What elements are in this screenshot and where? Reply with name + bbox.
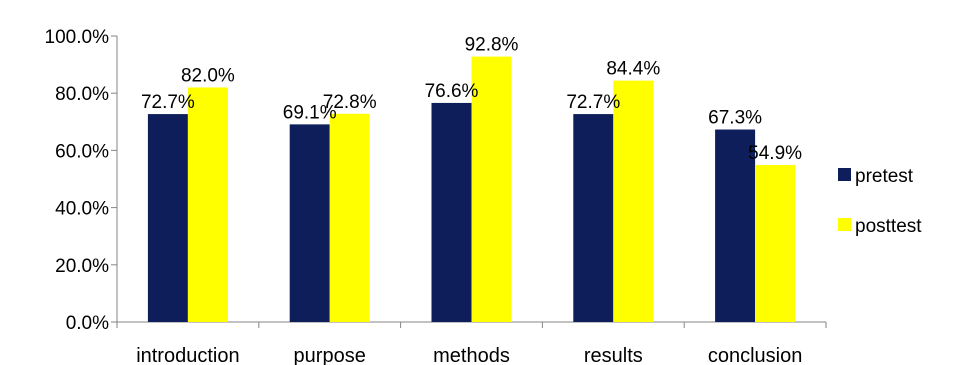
y-tick-label: 80.0%: [55, 84, 109, 105]
data-label-pretest-introduction: 72.7%: [141, 92, 195, 113]
category-label: results: [584, 345, 643, 365]
y-axis: 0.0% 20.0% 40.0% 60.0% 80.0% 100.0%: [45, 27, 118, 334]
category-label: conclusion: [708, 345, 803, 365]
bar-posttest-results: [613, 80, 654, 322]
data-label-pretest-methods: 76.6%: [425, 81, 479, 102]
data-label-posttest-purpose: 72.8%: [323, 92, 377, 113]
legend-swatch-posttest: [838, 218, 851, 231]
bar-posttest-methods: [471, 56, 512, 322]
legend-label-pretest: pretest: [855, 166, 914, 187]
x-axis: introduction purpose methods results conclus…: [116, 321, 827, 365]
bars: [147, 56, 796, 323]
y-tick-label: 100.0%: [45, 27, 110, 48]
data-labels: 72.7% 82.0% 69.1%72.8% 76.6% 92.8% 72.7% 84.4%…: [141, 35, 802, 164]
bar-pretest-methods: [431, 102, 472, 322]
y-tick-label: 60.0%: [55, 141, 109, 162]
y-tick-label: 20.0%: [55, 256, 109, 277]
data-label-pretest-conclusion: 67.3%: [708, 108, 762, 129]
legend: pretest posttest: [838, 166, 922, 237]
bar-pretest-purpose: [289, 124, 330, 323]
legend-swatch-pretest: [838, 168, 851, 181]
bar-posttest-purpose: [329, 113, 370, 323]
legend-label-posttest: posttest: [855, 216, 922, 237]
data-label-posttest-methods: 92.8%: [465, 35, 519, 56]
data-label-pretest-purpose: 69.1%: [283, 102, 337, 123]
data-label-pretest-results: 72.7%: [566, 92, 620, 113]
category-label: purpose: [294, 345, 366, 365]
y-tick-label: 0.0%: [66, 313, 109, 334]
category-label: methods: [433, 345, 510, 365]
bar-posttest-conclusion: [755, 164, 796, 322]
bar-pretest-introduction: [147, 114, 188, 322]
data-label-posttest-conclusion: 54.9%: [748, 143, 802, 164]
data-label-posttest-introduction: 82.0%: [181, 65, 235, 86]
bar-posttest-introduction: [187, 87, 228, 322]
bar-pretest-conclusion: [715, 129, 756, 322]
data-label-posttest-results: 84.4%: [606, 59, 660, 80]
category-label: introduction: [136, 345, 239, 365]
bar-pretest-results: [573, 114, 614, 322]
y-tick-label: 40.0%: [55, 199, 109, 220]
